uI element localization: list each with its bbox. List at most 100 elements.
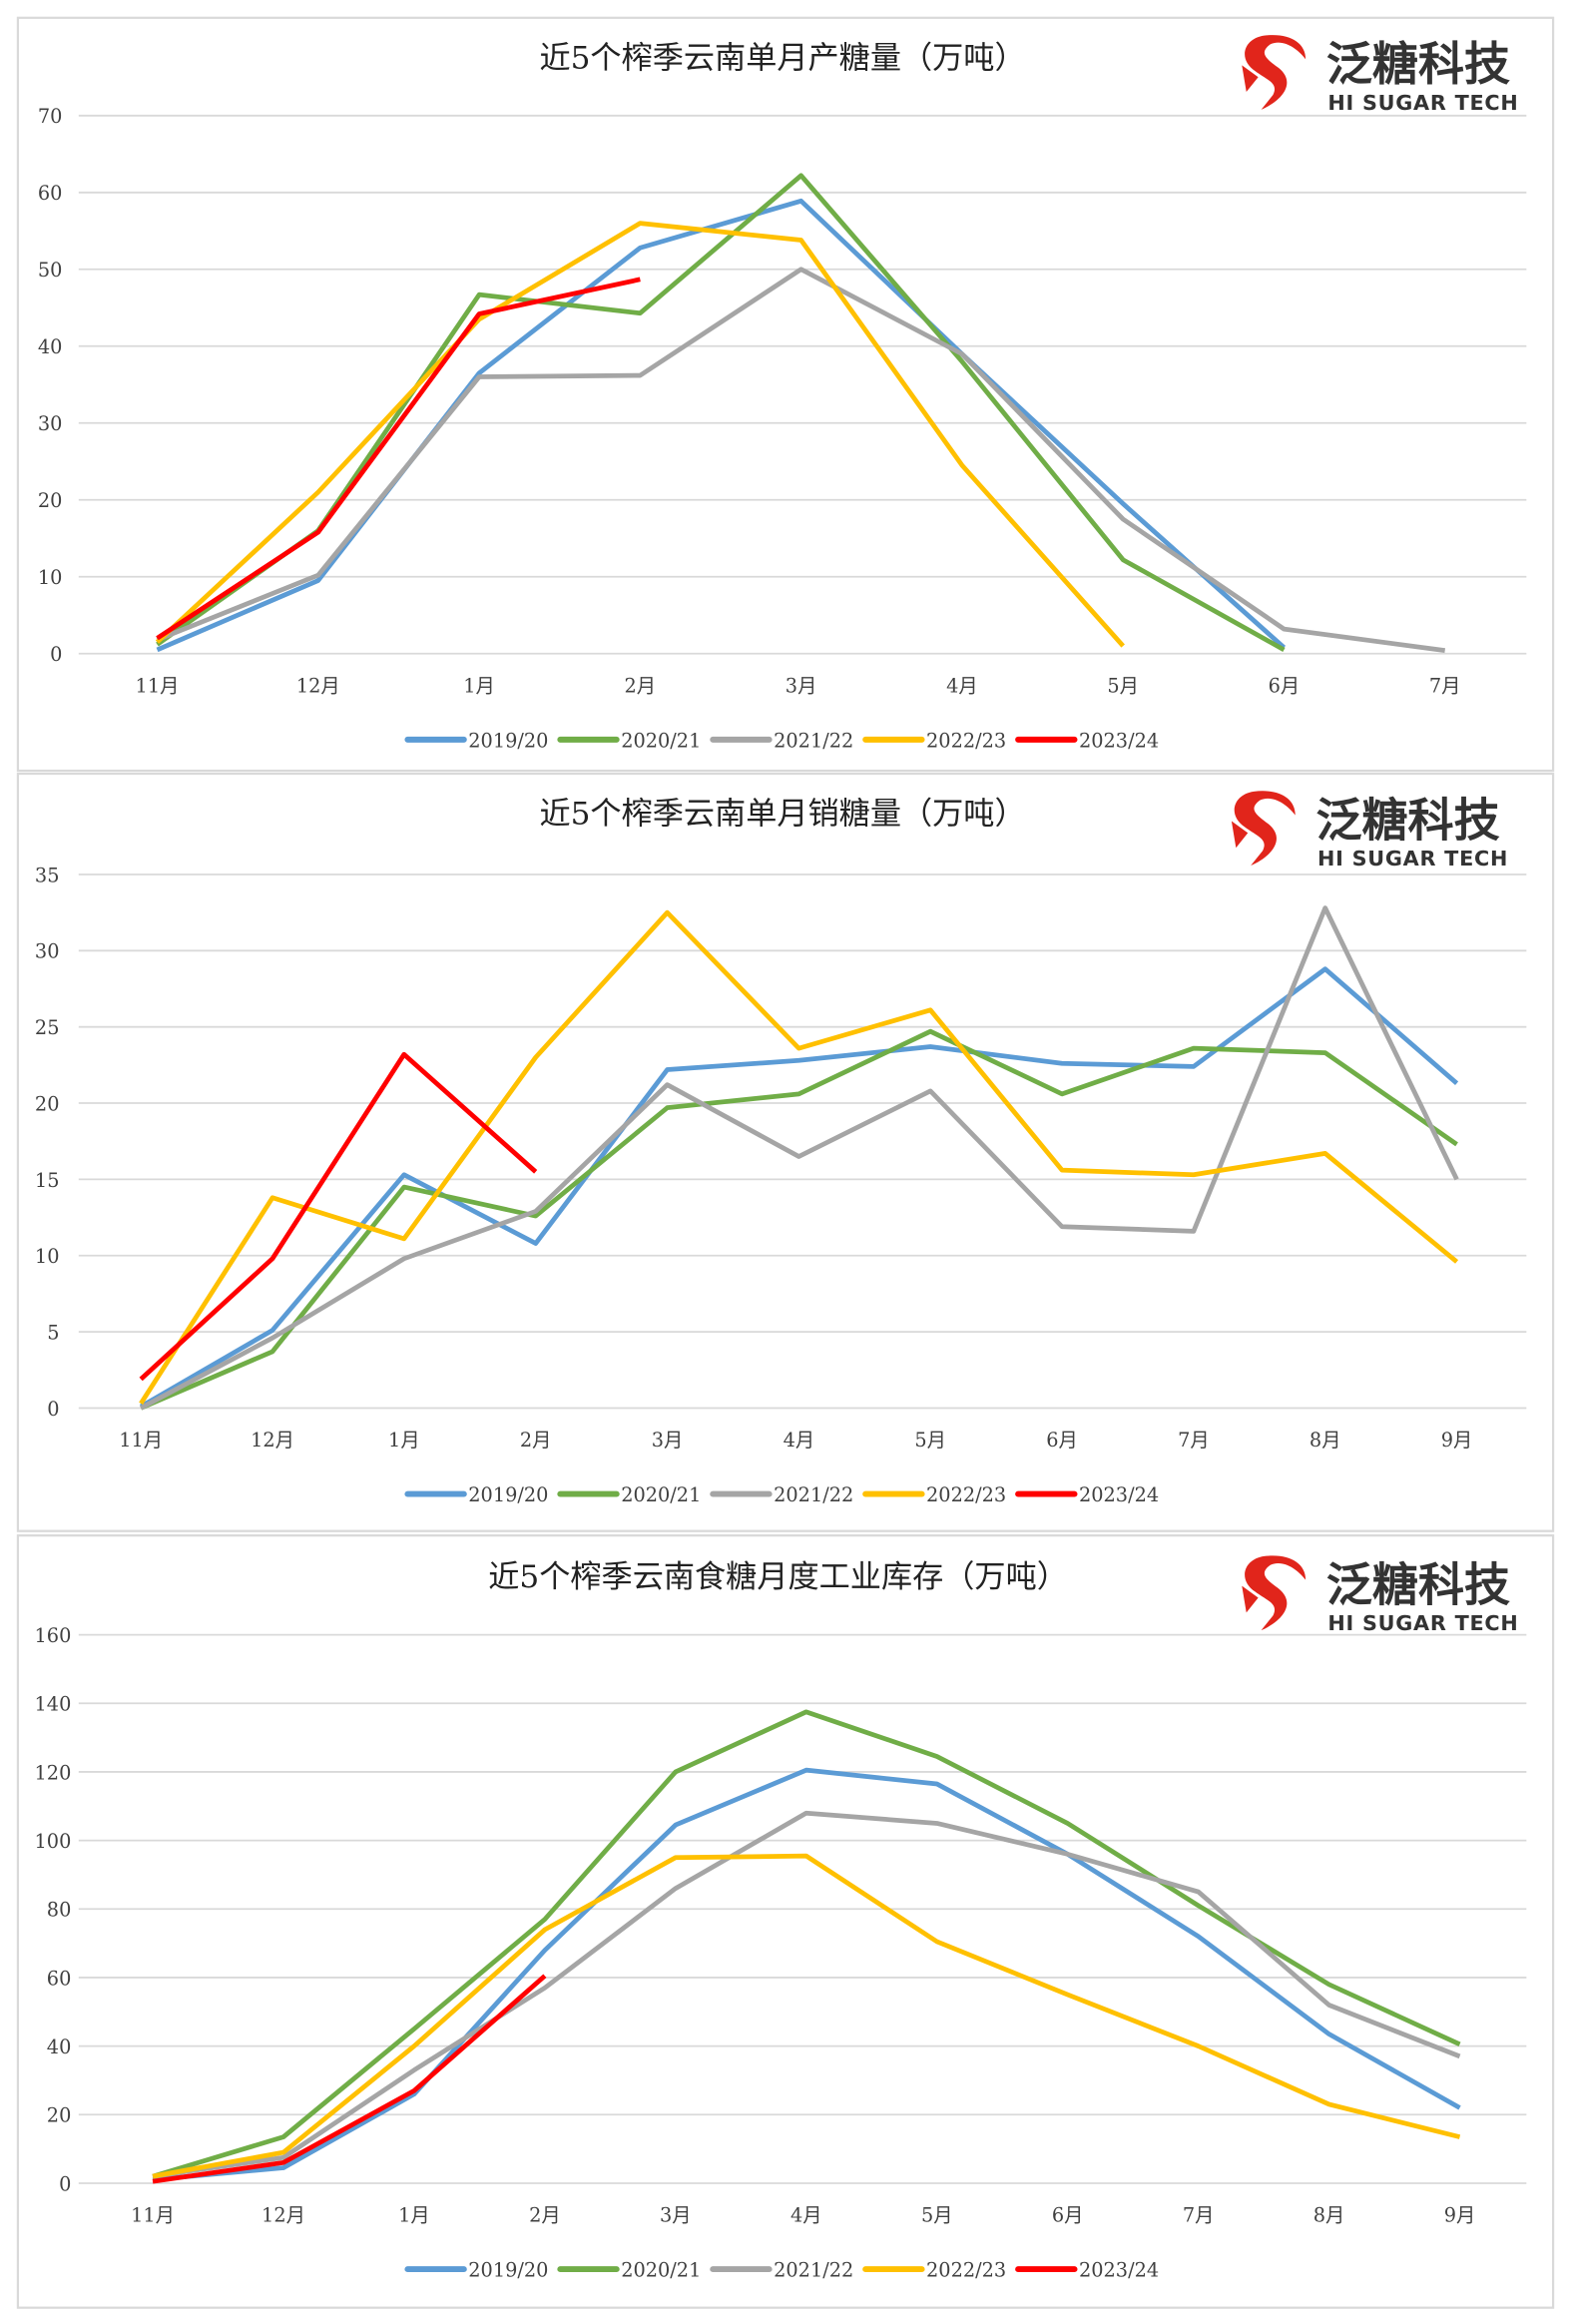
logo-s-tail-icon: [1242, 1585, 1259, 1613]
y-tick-label: 60: [47, 1967, 72, 1990]
logo-s-tail-icon: [1231, 821, 1249, 849]
x-tick-label: 5月: [1107, 674, 1139, 697]
x-tick-label: 5月: [914, 1429, 946, 1452]
y-tick-label: 0: [50, 643, 62, 666]
legend-label: 2020/21: [621, 729, 701, 752]
x-tick-label: 11月: [131, 2204, 175, 2227]
logo-s-mark-icon: [1234, 791, 1296, 867]
x-tick-label: 1月: [398, 2204, 430, 2227]
y-tick-label: 20: [47, 2104, 72, 2127]
y-tick-label: 60: [38, 182, 63, 205]
logo-s-tail-icon: [1242, 65, 1259, 93]
y-tick-label: 25: [35, 1016, 60, 1039]
x-tick-label: 3月: [652, 1429, 684, 1452]
y-tick-label: 30: [38, 412, 63, 435]
x-tick-label: 4月: [946, 674, 978, 697]
legend-label: 2022/23: [926, 1483, 1006, 1506]
y-tick-label: 160: [35, 1624, 72, 1647]
y-tick-label: 15: [35, 1169, 60, 1192]
x-tick-label: 6月: [1269, 674, 1301, 697]
x-tick-label: 12月: [251, 1429, 294, 1452]
logo-name-cn: 泛糖科技: [1326, 37, 1510, 91]
x-tick-label: 12月: [262, 2204, 305, 2227]
x-tick-label: 11月: [119, 1429, 163, 1452]
chart-title: 近5个榨季云南单月销糖量（万吨）: [539, 796, 1025, 832]
chart-frame: [16, 772, 1555, 1532]
x-tick-label: 1月: [463, 674, 495, 697]
series-line-2020-21: [156, 173, 1286, 652]
chart-frame: [16, 16, 1555, 773]
y-tick-label: 5: [47, 1322, 59, 1345]
x-tick-label: 3月: [786, 674, 817, 697]
y-tick-label: 80: [47, 1899, 72, 1922]
y-tick-label: 20: [38, 489, 63, 512]
y-tick-label: 50: [38, 259, 63, 282]
x-tick-label: 6月: [1052, 2204, 1084, 2227]
series-line-2023-24: [152, 1974, 547, 2184]
x-tick-label: 2月: [625, 674, 657, 697]
y-tick-label: 10: [35, 1245, 60, 1268]
y-tick-label: 120: [35, 1761, 72, 1784]
y-tick-label: 20: [35, 1092, 60, 1115]
y-tick-label: 30: [35, 940, 60, 963]
chart-2: 0 5 10 15 20 25 30 35 11月 12月 1月 2月 3月 4月 5月 6月 7月 8月 9月 近5…: [16, 772, 1555, 1532]
x-tick-label: 8月: [1309, 1429, 1341, 1452]
x-tick-label: 6月: [1046, 1429, 1078, 1452]
series-line-2023-24: [139, 1051, 538, 1382]
legend-label: 2019/20: [468, 1483, 548, 1506]
legend-label: 2022/23: [926, 729, 1006, 752]
logo-name-en: HI SUGAR TECH: [1327, 1611, 1518, 1635]
y-tick-label: 10: [38, 566, 63, 589]
series-line-2023-24: [156, 277, 641, 641]
x-tick-label: 7月: [1429, 674, 1461, 697]
chart-title: 近5个榨季云南单月产糖量（万吨）: [539, 40, 1025, 76]
logo-name-en: HI SUGAR TECH: [1317, 847, 1508, 871]
x-tick-label: 2月: [520, 1429, 552, 1452]
y-tick-label: 70: [38, 105, 63, 128]
y-tick-label: 40: [38, 335, 63, 358]
legend-label: 2019/20: [468, 729, 548, 752]
legend-label: 2021/22: [774, 1483, 853, 1506]
y-tick-label: 35: [35, 864, 60, 886]
legend-label: 2022/23: [926, 2258, 1006, 2281]
chart-frame: [16, 1534, 1555, 2309]
x-tick-label: 4月: [790, 2204, 822, 2227]
x-tick-label: 2月: [529, 2204, 561, 2227]
logo-name-cn: 泛糖科技: [1316, 793, 1500, 847]
x-tick-label: 4月: [784, 1429, 815, 1452]
legend-label: 2023/24: [1079, 1483, 1159, 1506]
x-tick-label: 7月: [1178, 1429, 1210, 1452]
x-tick-label: 9月: [1441, 1429, 1473, 1452]
chart-1: 0 10 20 30 40 50 60 70 11月 12月 1月 2月 3月 4月 5月 6月 7月 近5个榨季…: [16, 16, 1555, 773]
legend-label: 2019/20: [468, 2258, 548, 2281]
chart-title: 近5个榨季云南食糖月度工业库存（万吨）: [488, 1559, 1068, 1595]
logo-name-cn: 泛糖科技: [1326, 1557, 1510, 1611]
y-tick-label: 100: [35, 1830, 72, 1853]
series-line-2019-20: [156, 198, 1287, 653]
y-tick-label: 0: [59, 2172, 71, 2195]
y-tick-label: 40: [47, 2035, 72, 2058]
x-tick-label: 9月: [1444, 2204, 1476, 2227]
x-tick-label: 3月: [660, 2204, 692, 2227]
logo-s-mark-icon: [1245, 1555, 1307, 1631]
chart-3: 0 20 40 60 80 100 120 140 160 11月 12月 1月 2月 3月 4月 5月 6月 7…: [16, 1534, 1555, 2309]
logo-name-en: HI SUGAR TECH: [1327, 91, 1518, 115]
x-tick-label: 8月: [1313, 2204, 1345, 2227]
x-tick-label: 1月: [388, 1429, 420, 1452]
legend-label: 2021/22: [774, 729, 853, 752]
x-tick-label: 12月: [296, 674, 340, 697]
y-tick-label: 0: [47, 1398, 59, 1421]
legend-label: 2021/22: [774, 2258, 853, 2281]
legend-label: 2023/24: [1079, 2258, 1159, 2281]
x-tick-label: 11月: [136, 674, 180, 697]
legend-label: 2023/24: [1079, 729, 1159, 752]
legend-label: 2020/21: [621, 1483, 701, 1506]
x-tick-label: 5月: [921, 2204, 953, 2227]
y-tick-label: 140: [35, 1693, 72, 1716]
x-tick-label: 7月: [1183, 2204, 1215, 2227]
legend-label: 2020/21: [621, 2258, 701, 2281]
